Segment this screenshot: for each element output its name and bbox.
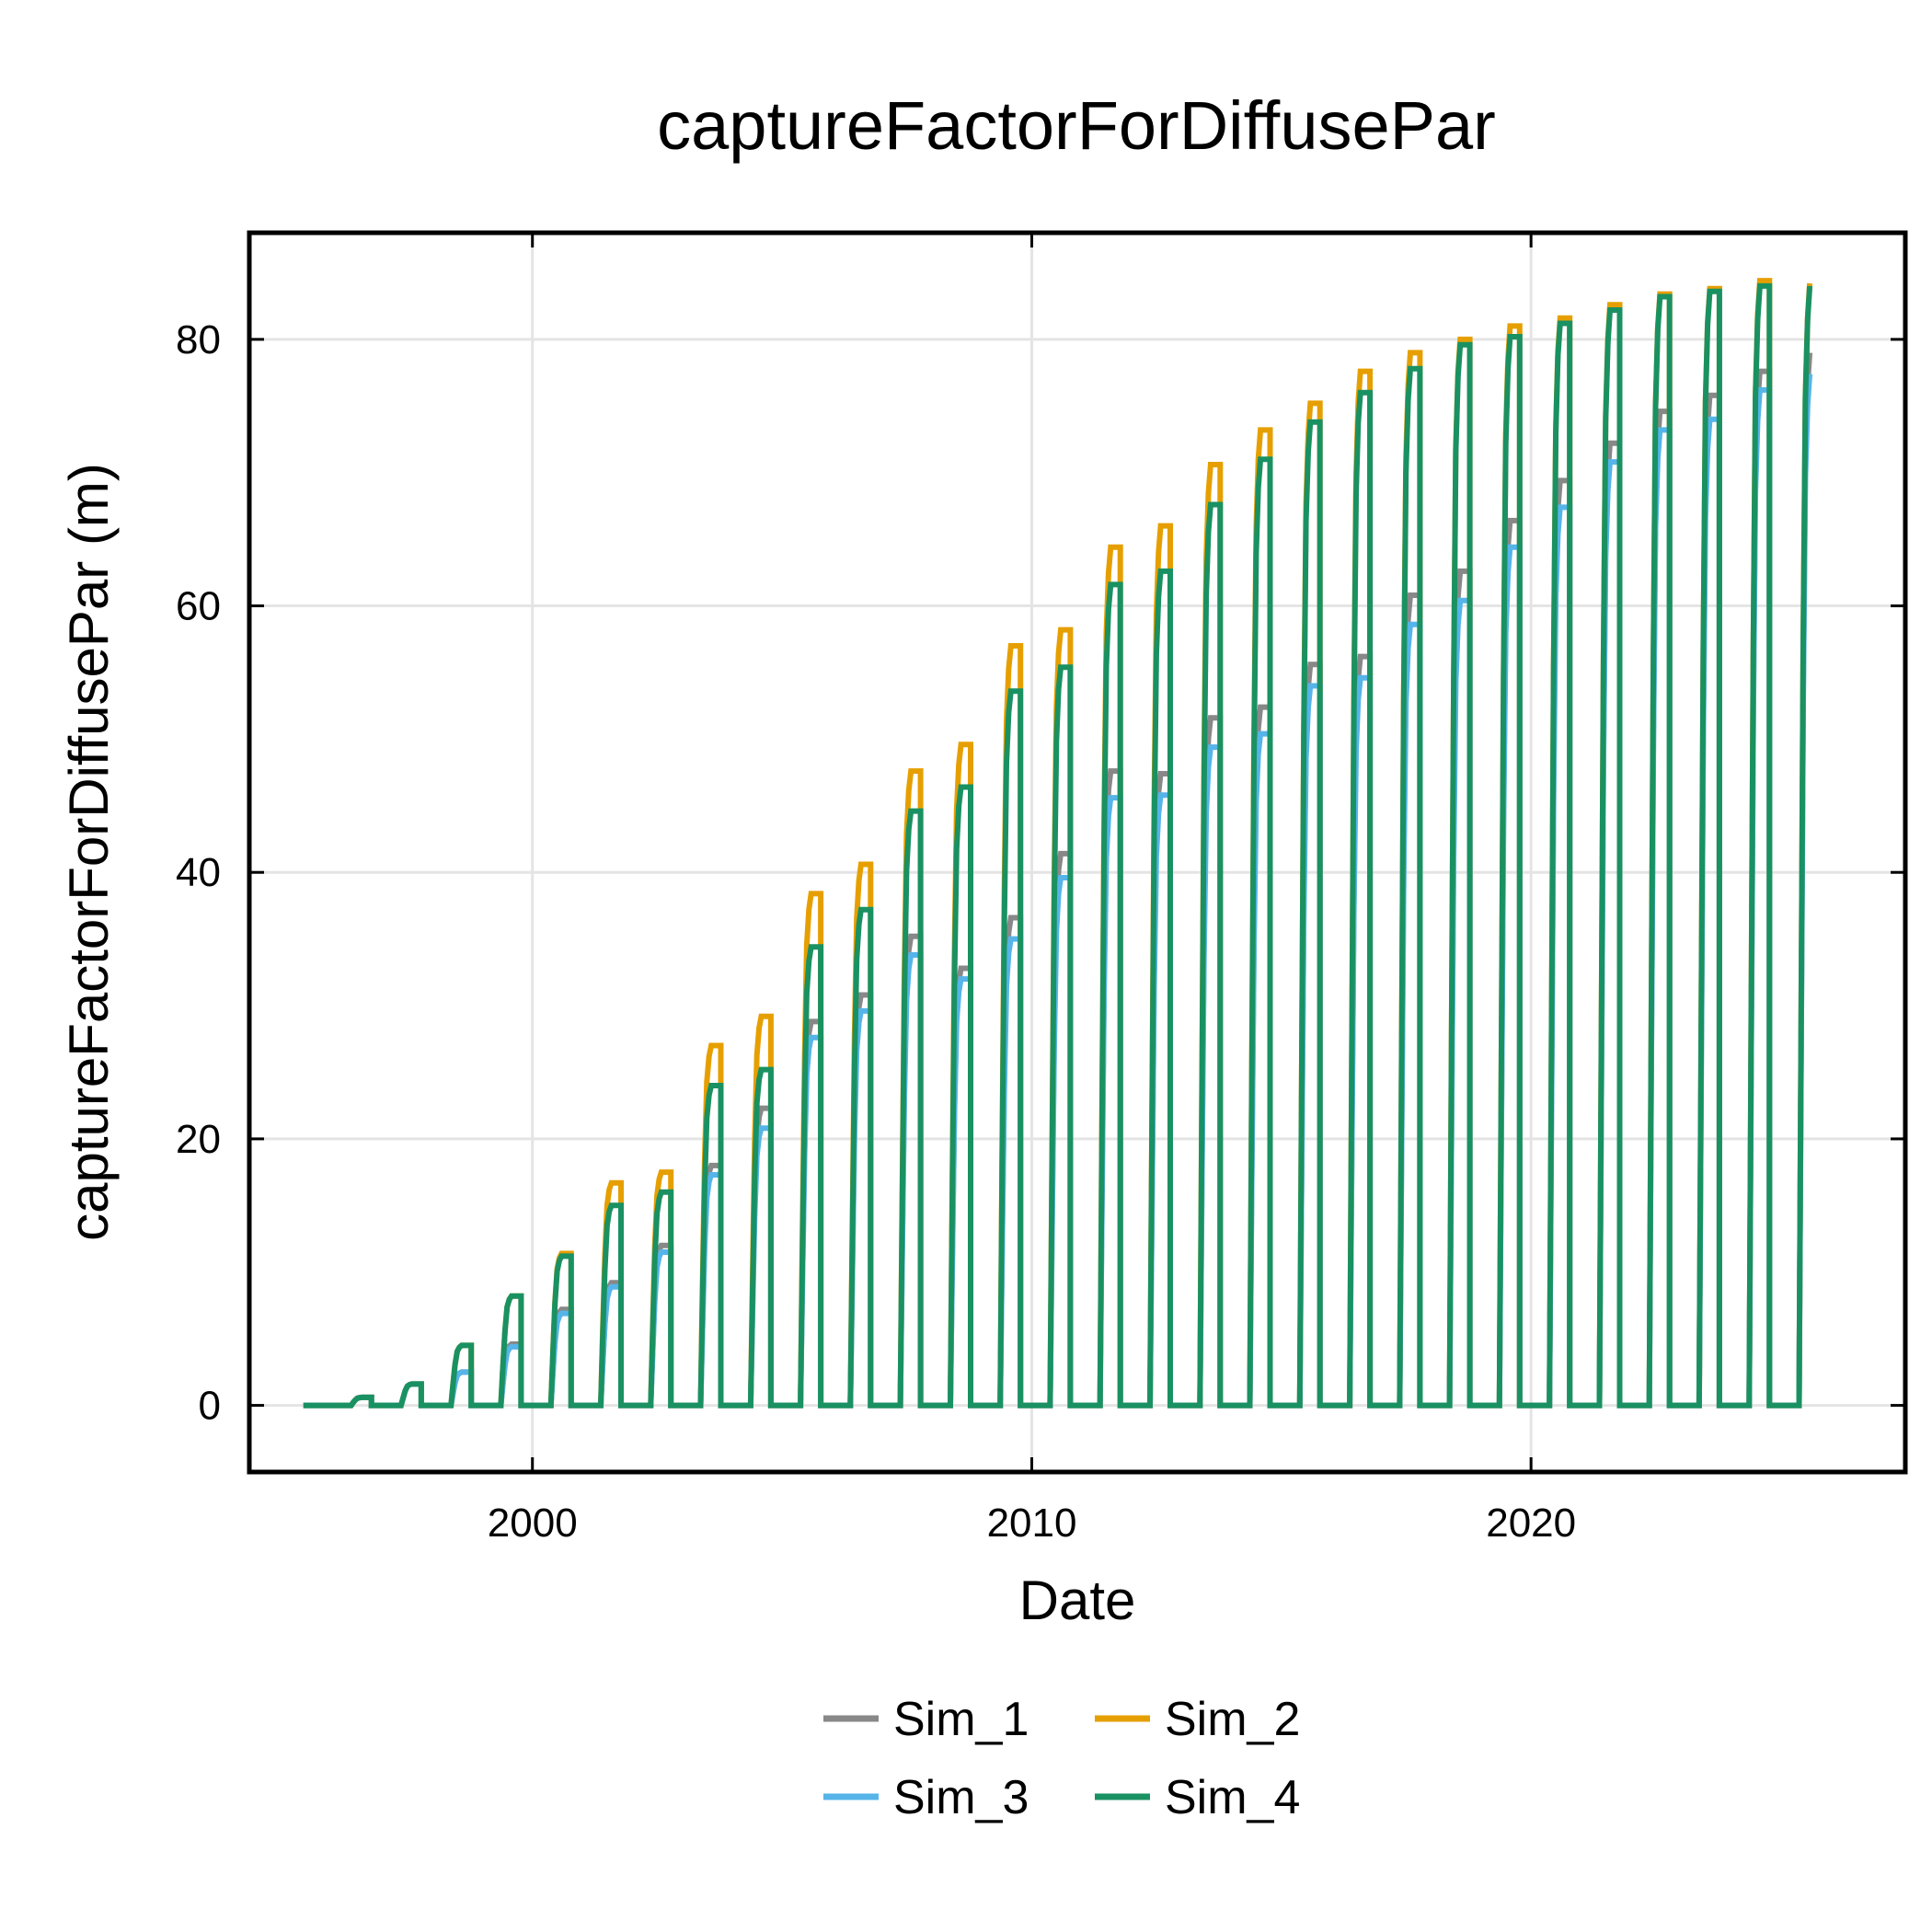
y-tick-label: 20 xyxy=(176,1117,221,1162)
legend-item-sim-1: Sim_1 xyxy=(823,1693,1029,1746)
legend-item-sim-4: Sim_4 xyxy=(1095,1771,1300,1824)
y-axis-label: captureFactorForDiffusePar (m) xyxy=(58,463,120,1241)
legend-item-sim-3: Sim_3 xyxy=(823,1771,1029,1824)
legend-label: Sim_2 xyxy=(1165,1693,1300,1746)
x-tick-label: 2010 xyxy=(987,1501,1077,1546)
ticks: 2000 2010 2020 0 20 40 60 80 xyxy=(176,233,1905,1546)
y-tick-label: 60 xyxy=(176,584,221,629)
series-line-sim-4 xyxy=(303,282,1813,1409)
x-axis-label: Date xyxy=(1019,1570,1136,1631)
x-tick-label: 2020 xyxy=(1486,1501,1576,1546)
legend-label: Sim_3 xyxy=(893,1771,1029,1824)
series-layer xyxy=(303,278,1813,1409)
y-tick-label: 80 xyxy=(176,317,221,362)
plot-frame xyxy=(247,230,1908,1475)
y-tick-label: 40 xyxy=(176,850,221,895)
legend: Sim_1 Sim_2 Sim_3 Sim_4 xyxy=(823,1693,1300,1824)
legend-label: Sim_4 xyxy=(1165,1771,1300,1824)
x-tick-label: 2000 xyxy=(488,1501,578,1546)
legend-item-sim-2: Sim_2 xyxy=(1095,1693,1300,1746)
chart-title: captureFactorForDiffusePar xyxy=(657,87,1496,164)
legend-label: Sim_1 xyxy=(893,1693,1029,1746)
y-tick-label: 0 xyxy=(199,1384,221,1429)
